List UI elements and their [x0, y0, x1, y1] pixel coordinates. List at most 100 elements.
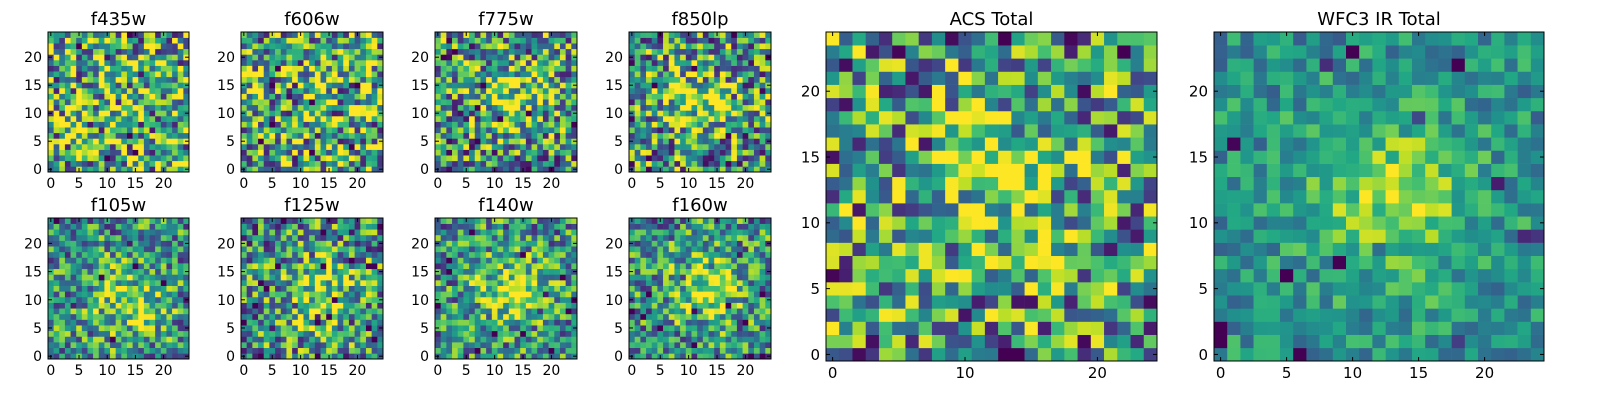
heatmap-cell: [360, 268, 367, 275]
heatmap-cell: [241, 223, 247, 230]
heatmap-cell: [177, 54, 184, 61]
heatmap-cell: [542, 104, 549, 111]
heatmap-cell: [246, 88, 253, 94]
heatmap-cell: [457, 48, 464, 55]
heatmap-cell: [486, 32, 493, 38]
heatmap-cell: [87, 88, 94, 94]
heatmap-cell: [360, 110, 367, 117]
heatmap-cell: [702, 144, 709, 150]
heatmap-cell: [166, 268, 173, 275]
heatmap-cell: [736, 116, 743, 122]
heatmap-cell: [365, 291, 372, 298]
heatmap-cell: [469, 234, 476, 241]
heatmap-cell: [177, 268, 184, 275]
heatmap-cell: [269, 240, 276, 247]
heatmap-cell: [508, 104, 515, 111]
heatmap-cell: [365, 229, 372, 236]
y-tick-label: 5: [420, 321, 429, 337]
heatmap-cell: [81, 285, 88, 292]
heatmap-cell: [360, 257, 367, 264]
heatmap-cell: [736, 32, 743, 38]
heatmap-cell: [554, 104, 561, 111]
heatmap-cell: [331, 65, 338, 72]
heatmap-cell: [377, 160, 384, 167]
heatmap-cell: [565, 229, 572, 236]
heatmap-cell: [668, 93, 675, 100]
heatmap-cell: [354, 223, 361, 230]
heatmap-cell: [503, 246, 510, 253]
heatmap-cell: [246, 308, 253, 315]
heatmap-cell: [87, 280, 94, 286]
heatmap-cell: [241, 71, 247, 78]
heatmap-cell: [497, 88, 504, 94]
heatmap-cell: [292, 280, 299, 286]
heatmap-cell: [651, 54, 658, 61]
heatmap-cell: [657, 76, 664, 83]
heatmap-cell: [629, 43, 635, 50]
heatmap-cell: [486, 110, 493, 117]
heatmap-cell: [508, 246, 515, 253]
heatmap-cell: [748, 308, 755, 315]
heatmap-cell: [457, 240, 464, 247]
heatmap-cell: [59, 121, 66, 128]
heatmap-cell: [64, 144, 71, 150]
heatmap-cell: [371, 257, 378, 264]
heatmap-cell: [59, 347, 66, 354]
heatmap-cell: [149, 37, 156, 44]
heatmap-cell: [554, 302, 561, 309]
y-tick-label: 0: [226, 349, 235, 365]
heatmap-cell: [275, 60, 282, 66]
heatmap-cell: [377, 342, 384, 349]
heatmap-cell: [731, 60, 738, 66]
heatmap-cell: [297, 274, 304, 281]
heatmap-cell: [331, 263, 338, 270]
heatmap-cell: [166, 160, 173, 167]
heatmap-cell: [435, 257, 441, 264]
heatmap-cell: [554, 308, 561, 315]
heatmap-cell: [657, 93, 664, 100]
heatmap-cell: [531, 285, 538, 292]
heatmap-cell: [503, 54, 510, 61]
heatmap-cell: [143, 138, 150, 145]
heatmap-cell: [497, 32, 504, 38]
heatmap-cell: [531, 291, 538, 298]
heatmap-cell: [115, 268, 122, 275]
heatmap-cell: [343, 268, 350, 275]
heatmap-cell: [559, 257, 566, 264]
heatmap-cell: [725, 330, 732, 337]
heatmap-cell: [149, 127, 156, 134]
heatmap-cell: [48, 132, 54, 139]
heatmap-cell: [731, 99, 738, 106]
heatmap-cell: [172, 104, 179, 111]
heatmap-cell: [520, 246, 527, 253]
heatmap-cell: [348, 37, 355, 44]
heatmap-cell: [155, 144, 162, 150]
heatmap-cell: [474, 353, 481, 360]
heatmap-cell: [143, 110, 150, 117]
heatmap-cell: [525, 104, 532, 111]
heatmap-cell: [759, 274, 766, 281]
heatmap-cell: [81, 313, 88, 320]
heatmap-cell: [651, 347, 658, 354]
heatmap-cell: [759, 347, 766, 354]
heatmap-cell: [138, 246, 145, 253]
heatmap-cell: [241, 313, 247, 320]
heatmap-cell: [640, 302, 647, 309]
heatmap-cell: [337, 43, 344, 50]
heatmap-cell: [446, 149, 453, 156]
heatmap-cell: [748, 166, 755, 173]
heatmap-cell: [160, 246, 167, 253]
heatmap-cell: [371, 82, 378, 89]
heatmap-cell: [548, 240, 555, 247]
heatmap-cell: [104, 313, 111, 320]
heatmap-cell: [548, 48, 555, 55]
heatmap-cell: [143, 342, 150, 349]
heatmap-cell: [98, 313, 105, 320]
heatmap-cell: [520, 347, 527, 354]
heatmap-cell: [480, 110, 487, 117]
heatmap-cell: [680, 65, 687, 72]
heatmap-cell: [469, 336, 476, 343]
heatmap-cell: [297, 285, 304, 292]
heatmap-cell: [172, 48, 179, 55]
heatmap-cell: [525, 37, 532, 44]
